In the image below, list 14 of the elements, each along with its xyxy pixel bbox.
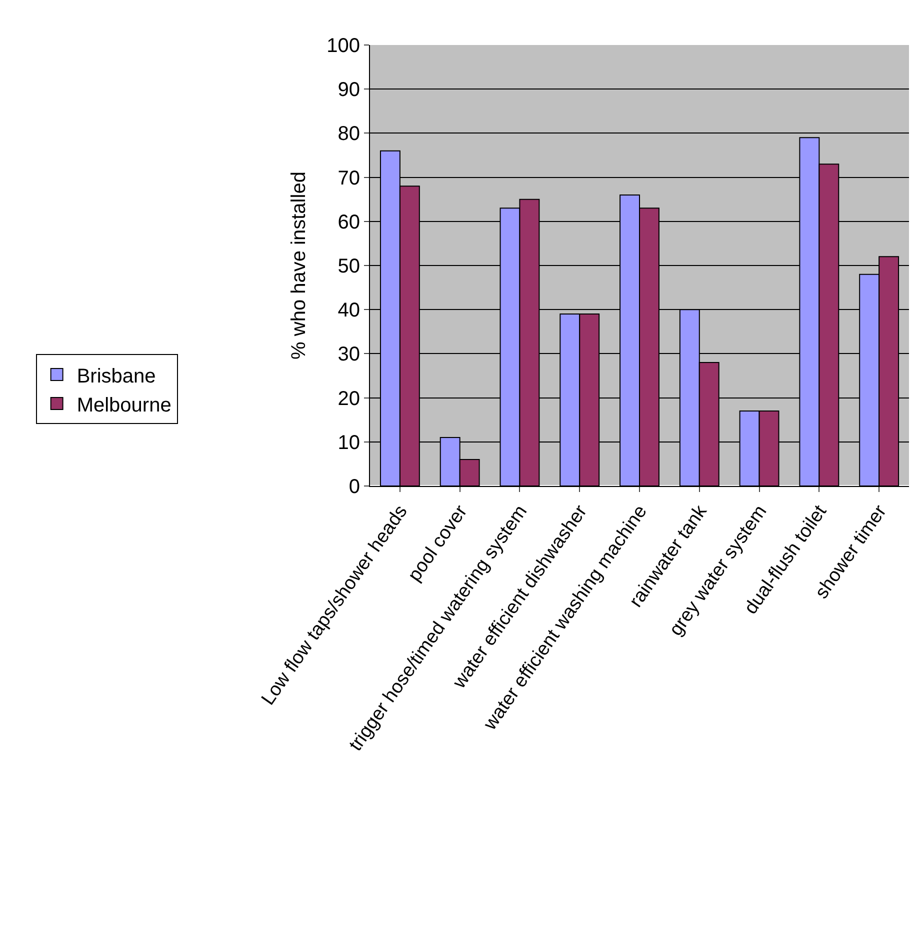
legend-label: Melbourne [76,394,172,416]
y-tick-label: 50 [338,256,360,278]
y-tick-label: 0 [348,476,360,498]
y-axis-title: % who have installed [288,172,310,360]
y-tick-label: 40 [338,300,360,322]
y-tick-label: 90 [338,79,360,102]
y-tick-label: 10 [338,432,360,454]
legend-label: Brisbane [76,365,156,388]
y-tick-label: 100 [326,35,360,57]
y-tick-label: 70 [338,167,360,190]
y-tick-label: 20 [338,388,360,410]
y-tick-label: 80 [338,123,360,146]
y-tick-label: 60 [338,211,360,234]
y-tick-label: 30 [338,344,360,366]
